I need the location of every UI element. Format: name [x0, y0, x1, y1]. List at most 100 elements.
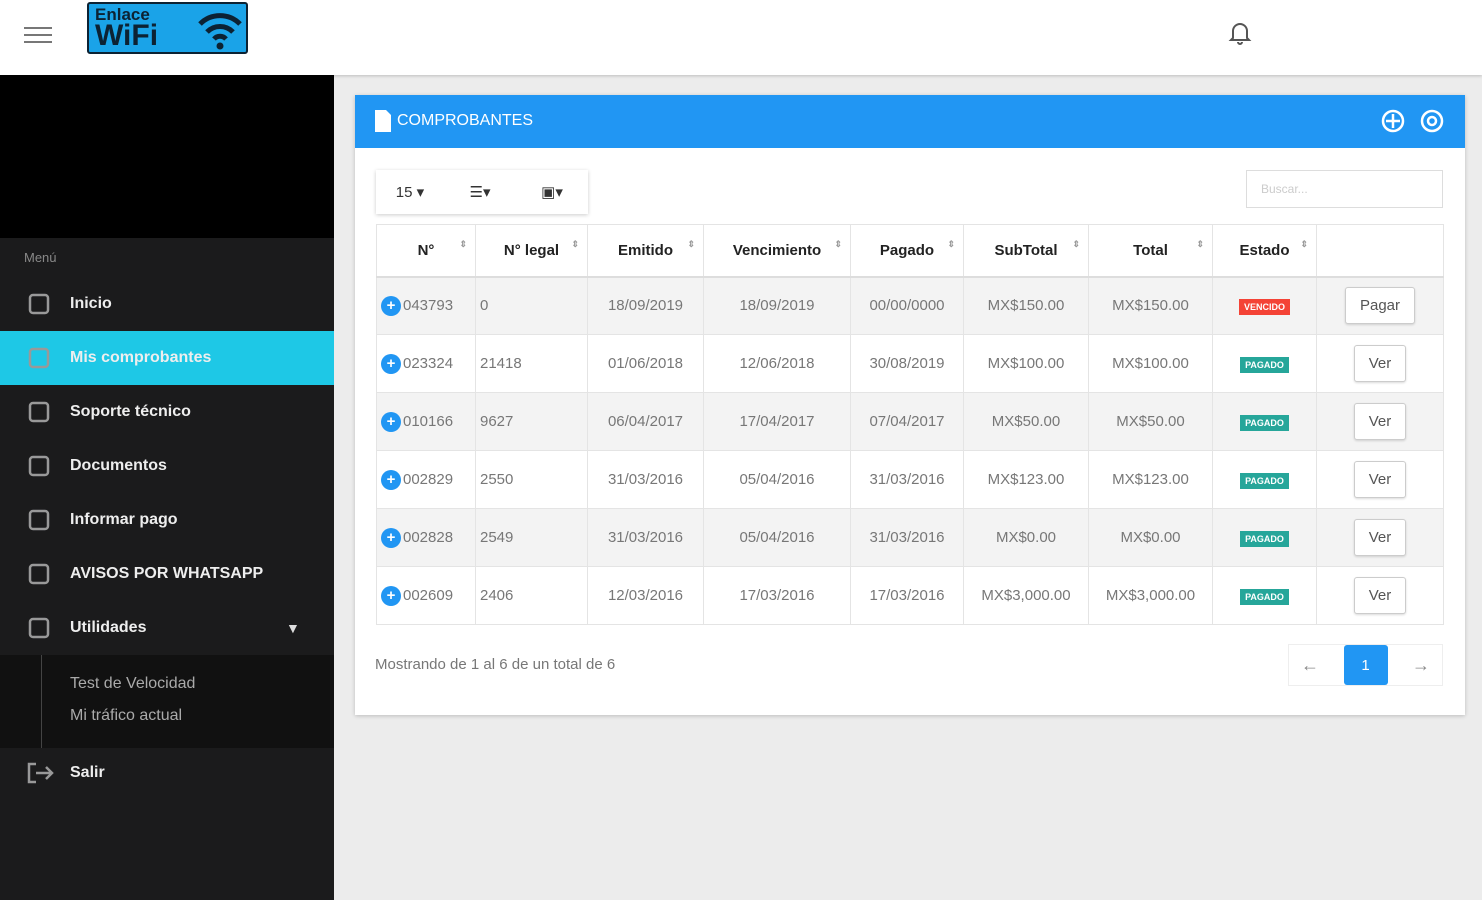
row-action[interactable]: Ver	[1353, 577, 1407, 614]
cell-text: 002609	[403, 586, 454, 604]
row-action[interactable]: Ver	[1353, 403, 1407, 440]
table-cell: MX$50.00	[1088, 392, 1213, 451]
table-cell: +002609	[376, 566, 476, 625]
expand-row[interactable]: +	[381, 295, 401, 316]
cell-text: 30/08/2019	[869, 355, 945, 372]
table-cell: Ver	[1316, 450, 1444, 509]
table-cell: 31/03/2016	[587, 450, 704, 509]
table-cell: MX$100.00	[963, 334, 1089, 393]
menu-item[interactable]: Inicio	[0, 277, 334, 331]
table-cell: 18/09/2019	[703, 276, 851, 335]
status-badge: PAGADO	[1240, 472, 1289, 489]
cell-text: 010166	[403, 412, 454, 430]
menu-label: AVISOS POR WHATSAPP	[70, 565, 264, 582]
expand-row[interactable]: +	[381, 527, 401, 548]
search-input[interactable]: Buscar...	[1246, 170, 1443, 208]
column-header[interactable]: N° legal ⇕	[475, 224, 588, 278]
row-action[interactable]: Ver	[1353, 461, 1407, 498]
table-cell: 00/00/0000	[850, 276, 964, 335]
pagination: ← 1 →	[1288, 644, 1443, 686]
page-size[interactable]: 15 ▾	[395, 184, 425, 201]
column-header[interactable]: Estado ⇕	[1212, 224, 1317, 278]
menu-item[interactable]: Informar pago	[0, 493, 334, 547]
column-header[interactable]: Pagado ⇕	[850, 224, 964, 278]
logo-text: Enlace	[95, 5, 150, 24]
expand-row[interactable]: +	[381, 469, 401, 490]
column-title: N° legal	[503, 241, 560, 259]
table-cell: 0	[475, 276, 588, 335]
menu-label: Documentos	[70, 457, 167, 474]
panel-title: COMPROBANTES	[397, 112, 534, 129]
cell-text: 18/09/2019	[739, 297, 815, 315]
table-row: +023324 21418 01/06/2018 12/06/2018 30/08/20…	[376, 334, 1444, 393]
logout-icon	[27, 762, 54, 784]
status-badge: PAGADO	[1240, 530, 1289, 547]
table-cell: 12/03/2016	[587, 566, 704, 625]
submenu-item[interactable]: Test de Velocidad	[70, 675, 196, 692]
menu-icon	[28, 563, 50, 585]
menu-item[interactable]: Soporte técnico	[0, 385, 334, 439]
column-header[interactable]: Vencimiento ⇕	[703, 224, 851, 278]
panel-actions[interactable]	[1381, 109, 1447, 135]
status-badge: PAGADO	[1240, 414, 1289, 431]
table-cell: Ver	[1316, 508, 1444, 567]
cell-text: 2549	[480, 529, 514, 546]
logo-text: WiFi	[95, 19, 159, 52]
column-title: Vencimiento	[732, 241, 822, 259]
table-cell: 31/03/2016	[587, 508, 704, 567]
cell-text: 18/09/2019	[607, 297, 684, 315]
table-cell: Ver	[1316, 392, 1444, 451]
table-cell: 12/06/2018	[703, 334, 851, 393]
logout[interactable]: Salir	[0, 746, 334, 800]
column-title: Pagado	[879, 241, 935, 259]
table-cell: +002829	[376, 450, 476, 509]
menu-item[interactable]: Utilidades ▼	[0, 601, 334, 655]
logo[interactable]: Enlace WiFi	[87, 2, 248, 54]
table-cell: PAGADO	[1212, 508, 1317, 567]
notifications[interactable]	[1228, 20, 1252, 46]
next-page[interactable]: →	[1412, 654, 1430, 675]
export[interactable]: ▣▾	[541, 184, 563, 201]
submenu: Test de Velocidad Mi tráfico actual	[0, 655, 334, 748]
menu-item[interactable]: AVISOS POR WHATSAPP	[0, 547, 334, 601]
cell-text: 17/03/2016	[739, 587, 815, 604]
menu-item[interactable]: Mis comprobantes	[0, 331, 334, 385]
prev-page[interactable]: ←	[1301, 654, 1319, 675]
table-cell: MX$100.00	[1088, 334, 1213, 393]
column-header[interactable]: N° ⇕	[376, 224, 476, 278]
menu-label: Mis comprobantes	[70, 349, 212, 366]
menu-button[interactable]	[24, 26, 52, 44]
status-badge: VENCIDO	[1238, 298, 1290, 315]
cell-text: 043793	[403, 296, 454, 314]
table-cell: PAGADO	[1212, 450, 1317, 509]
cell-text: MX$150.00	[1112, 297, 1189, 315]
row-action[interactable]: Pagar	[1344, 287, 1416, 325]
cell-text: 31/03/2016	[869, 529, 945, 546]
column-header[interactable]: Total ⇕	[1088, 224, 1213, 278]
cell-text: MX$50.00	[1116, 413, 1185, 430]
menu-item[interactable]: Documentos	[0, 439, 334, 493]
column-header[interactable]: SubTotal ⇕	[963, 224, 1089, 278]
table-cell: 2549	[475, 508, 588, 567]
cell-text: MX$150.00	[987, 297, 1065, 315]
cell-text: MX$50.00	[991, 413, 1061, 430]
menu-icon	[28, 347, 50, 369]
row-action[interactable]: Ver	[1353, 345, 1407, 382]
column-header[interactable]: Emitido ⇕	[587, 224, 704, 278]
row-action[interactable]: Ver	[1353, 519, 1407, 556]
table-cell: +002828	[376, 508, 476, 567]
sort-icon: ⇕	[1300, 239, 1308, 249]
expand-row[interactable]: +	[381, 411, 401, 432]
doc-icon	[375, 110, 391, 132]
columns-toggle[interactable]: ☰▾	[469, 184, 491, 201]
page-number[interactable]: 1	[1343, 645, 1388, 685]
table-summary: Mostrando de 1 al 6 de un total de 6	[375, 656, 616, 673]
submenu-item[interactable]: Mi tráfico actual	[70, 707, 183, 724]
cell-text: 002828	[403, 528, 454, 546]
table-cell: 31/03/2016	[850, 508, 964, 567]
expand-row[interactable]: +	[381, 585, 401, 606]
column-header	[1316, 224, 1444, 278]
expand-row[interactable]: +	[381, 353, 401, 374]
sort-icon: ⇕	[1196, 239, 1204, 249]
cell-text: 31/03/2016	[869, 471, 945, 488]
